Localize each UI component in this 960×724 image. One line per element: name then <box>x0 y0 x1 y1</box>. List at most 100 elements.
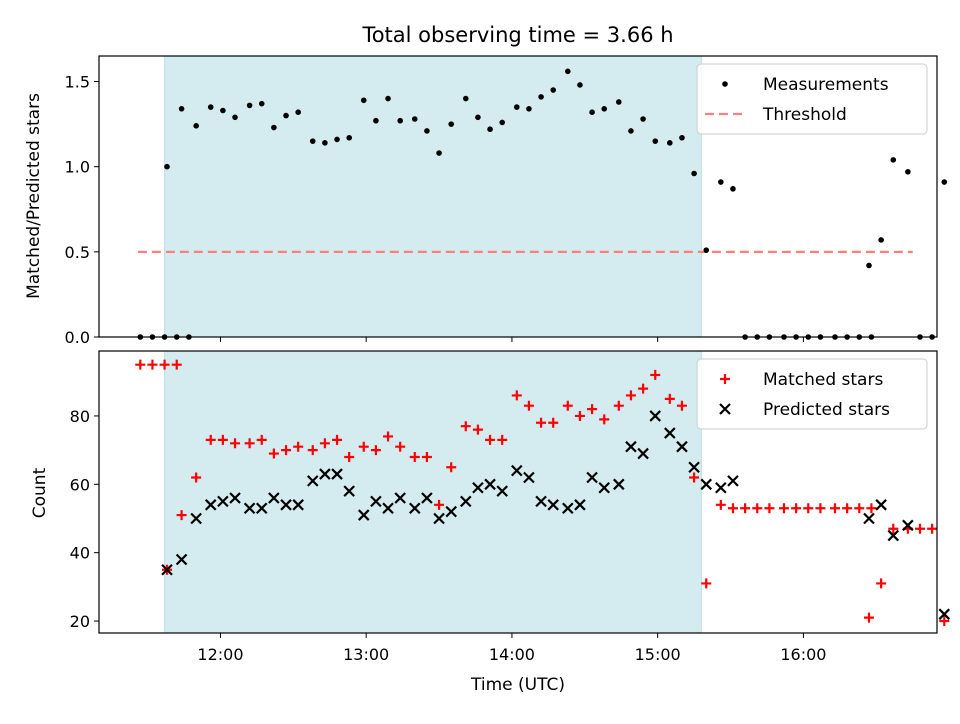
data-point-measurement <box>718 179 724 185</box>
data-point-matched <box>370 445 381 456</box>
data-point-predicted <box>902 519 914 532</box>
data-point-measurement <box>385 95 391 102</box>
data-point-measurement <box>346 134 352 141</box>
data-point-measurement <box>679 134 685 141</box>
data-point-measurement <box>436 150 442 156</box>
y-tick-label: 1.0 <box>65 158 90 177</box>
data-point-measurement <box>411 116 418 122</box>
data-point-predicted <box>319 468 331 480</box>
data-point-measurement <box>905 169 911 175</box>
data-point-measurement <box>890 157 897 163</box>
data-point-measurement <box>360 97 367 104</box>
data-point-predicted <box>445 505 457 518</box>
data-point-measurement <box>577 82 583 88</box>
data-point-matched <box>740 503 751 514</box>
data-point-predicted <box>280 499 292 511</box>
data-point-matched <box>205 434 216 445</box>
data-point-predicted <box>472 481 484 494</box>
data-point-measurement <box>616 99 622 105</box>
data-point-matched <box>927 523 938 534</box>
data-point-predicted <box>306 475 319 487</box>
legend-marker-measurement <box>722 81 728 87</box>
data-point-measurement <box>164 163 170 170</box>
data-point-predicted <box>175 553 188 566</box>
data-point-matched <box>587 404 598 415</box>
data-point-measurement <box>538 94 544 100</box>
data-point-measurement <box>309 138 316 144</box>
data-point-matched <box>191 472 202 483</box>
data-point-matched <box>176 510 187 521</box>
data-point-measurement <box>246 102 253 109</box>
data-point-matched <box>358 441 369 452</box>
data-point-predicted <box>190 512 202 525</box>
y-tick-label: 60 <box>70 475 90 494</box>
data-point-matched <box>319 438 330 449</box>
data-point-matched <box>613 400 624 411</box>
data-point-measurement <box>373 117 379 124</box>
data-point-matched <box>676 400 687 411</box>
data-point-measurement <box>866 262 872 269</box>
data-point-predicted <box>204 499 217 511</box>
data-point-matched <box>230 438 241 449</box>
data-point-measurement <box>271 124 277 131</box>
data-point-predicted <box>161 563 173 576</box>
data-point-measurement <box>232 114 238 121</box>
data-point-matched <box>171 359 182 370</box>
data-point-measurement <box>322 140 328 146</box>
data-point-predicted <box>938 608 951 620</box>
data-point-measurement <box>601 105 608 112</box>
data-point-matched <box>888 523 899 534</box>
data-point-matched <box>562 400 573 411</box>
data-point-predicted <box>382 502 394 515</box>
data-point-predicted <box>727 475 739 487</box>
data-point-matched <box>472 424 483 435</box>
data-point-matched <box>217 434 228 445</box>
x-tick-label: 15:00 <box>635 645 681 664</box>
data-point-measurement <box>941 179 948 185</box>
data-point-measurement <box>730 186 736 192</box>
data-point-matched <box>854 503 865 514</box>
x-axis-label: Time (UTC) <box>470 675 565 695</box>
data-point-predicted <box>637 447 649 460</box>
data-point-matched <box>815 503 826 514</box>
data-point-matched <box>650 369 661 380</box>
data-point-measurement <box>513 104 520 110</box>
data-point-measurement <box>475 114 481 121</box>
data-point-matched <box>147 359 158 370</box>
data-point-measurement <box>550 87 557 93</box>
x-tick-label: 13:00 <box>343 645 389 664</box>
data-point-matched <box>446 462 457 473</box>
legend-box <box>696 358 928 430</box>
data-point-matched <box>863 612 874 623</box>
data-point-measurement <box>652 138 659 144</box>
data-point-predicted <box>613 478 625 491</box>
data-point-measurement <box>589 109 595 115</box>
data-point-predicted <box>715 481 727 494</box>
data-point-predicted <box>343 485 355 497</box>
data-point-measurement <box>462 95 469 102</box>
data-point-predicted <box>370 495 382 508</box>
data-point-predicted <box>574 499 586 511</box>
data-point-predicted <box>433 512 445 525</box>
data-point-matched <box>625 390 636 401</box>
data-point-predicted <box>292 499 304 511</box>
figure-title: Total observing time = 3.66 h <box>361 23 673 47</box>
data-point-measurement <box>703 247 710 253</box>
data-point-matched <box>548 417 559 428</box>
data-point-predicted <box>562 502 574 515</box>
data-point-predicted <box>863 512 875 525</box>
axes-frame <box>98 350 938 634</box>
data-point-matched <box>256 434 267 445</box>
data-point-measurement <box>487 126 493 133</box>
data-point-predicted <box>535 495 547 508</box>
data-point-predicted <box>394 492 406 504</box>
data-point-matched <box>135 359 146 370</box>
data-point-matched <box>293 441 304 452</box>
data-point-matched <box>434 499 445 510</box>
legend-label: Matched stars <box>763 370 883 390</box>
data-point-predicted <box>875 499 887 511</box>
data-point-predicted <box>625 440 637 453</box>
data-point-matched <box>574 410 585 421</box>
data-point-matched <box>409 451 420 462</box>
